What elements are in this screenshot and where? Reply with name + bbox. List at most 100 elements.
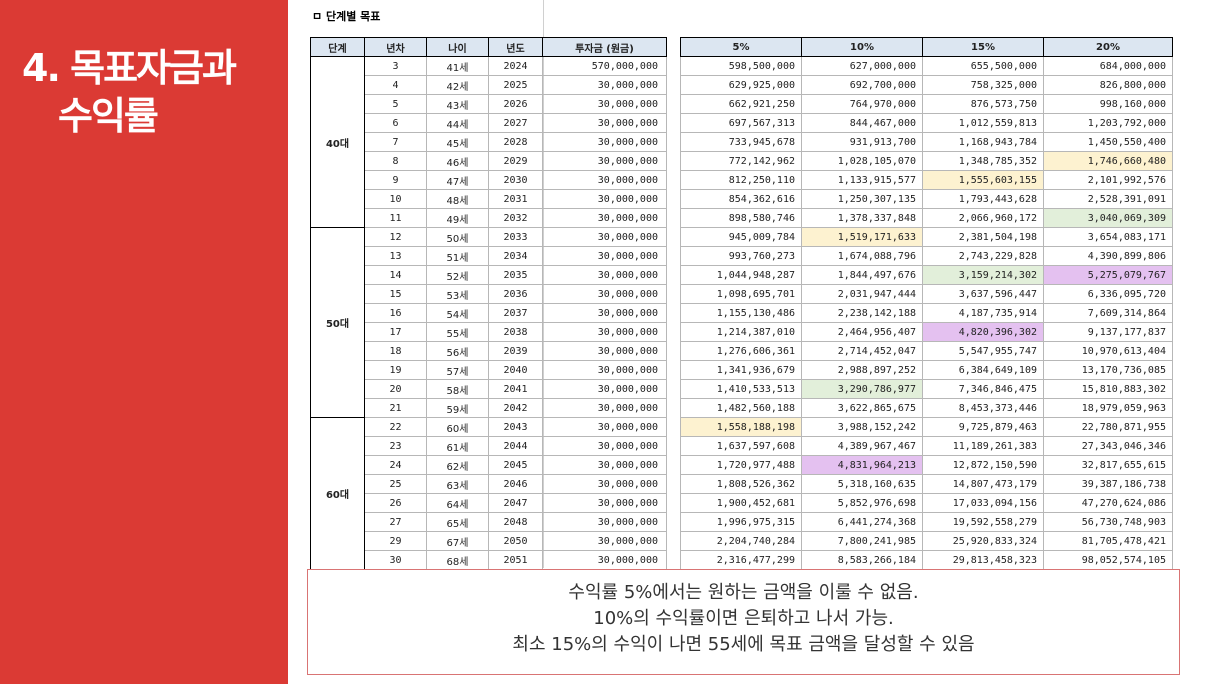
value-cell-r20: 9,137,177,837 (1043, 322, 1173, 342)
year-no-cell: 14 (364, 265, 427, 285)
value-cell-r5: 697,567,313 (680, 113, 802, 133)
stage-cell: 40대 (310, 56, 365, 228)
table-header-row: 5% 10% 15% 20% (680, 37, 1173, 57)
table-row: 1,996,975,315 6,441,274,368 19,592,558,279… (680, 512, 1173, 532)
value-cell-r15: 2,743,229,828 (922, 246, 1044, 266)
invest-cell: 30,000,000 (542, 360, 667, 380)
value-cell-r5: 1,214,387,010 (680, 322, 802, 342)
year-no-cell: 3 (364, 56, 427, 76)
table-row: 40대 3 41세 2024 570,000,000 (310, 56, 667, 228)
invest-cell: 30,000,000 (542, 531, 667, 551)
value-cell-r10: 3,290,786,977 (801, 379, 923, 399)
value-cell-r5: 662,921,250 (680, 94, 802, 114)
value-cell-r15: 29,813,458,323 (922, 550, 1044, 570)
year-cell: 2044 (488, 436, 543, 456)
year-no-cell: 18 (364, 341, 427, 361)
table-row: 21 59세 2042 30,000,000 (311, 398, 667, 418)
table-row: 1,044,948,287 1,844,497,676 3,159,214,302 5… (680, 265, 1173, 285)
value-cell-r5: 1,044,948,287 (680, 265, 802, 285)
year-cell: 2024 (488, 56, 543, 76)
year-cell: 2037 (488, 303, 543, 323)
age-cell: 50세 (426, 227, 489, 247)
value-cell-r10: 2,714,452,047 (801, 341, 923, 361)
value-cell-r10: 931,913,700 (801, 132, 923, 152)
value-cell-r5: 2,316,477,299 (680, 550, 802, 570)
invest-cell: 30,000,000 (542, 170, 667, 190)
age-cell: 63세 (426, 474, 489, 494)
table-row: 16 54세 2037 30,000,000 (311, 303, 667, 323)
age-cell: 59세 (426, 398, 489, 418)
year-no-cell: 24 (364, 455, 427, 475)
table-row: 898,580,746 1,378,337,848 2,066,960,172 3,0… (680, 208, 1173, 228)
value-cell-r5: 1,410,533,513 (680, 379, 802, 399)
table-row: 11 49세 2032 30,000,000 (311, 208, 667, 228)
table-row: 23 61세 2044 30,000,000 (311, 436, 667, 456)
year-cell: 2046 (488, 474, 543, 494)
value-cell-r10: 1,250,307,135 (801, 189, 923, 209)
value-cell-r15: 17,033,094,156 (922, 493, 1044, 513)
value-cell-r20: 10,970,613,404 (1043, 341, 1173, 361)
table-row: 1,276,606,361 2,714,452,047 5,547,955,747 1… (680, 341, 1173, 361)
table-row: 8 46세 2029 30,000,000 (311, 151, 667, 171)
value-cell-r10: 2,988,897,252 (801, 360, 923, 380)
year-cell: 2051 (488, 550, 543, 570)
invest-cell: 30,000,000 (542, 303, 667, 323)
value-cell-r20: 1,450,550,400 (1043, 132, 1173, 152)
table-row: 812,250,110 1,133,915,577 1,555,603,155 2,1… (680, 170, 1173, 190)
table-row: 1,558,188,198 3,988,152,242 9,725,879,463 2… (680, 417, 1173, 437)
table-row: 1,155,130,486 2,238,142,188 4,187,735,914 7… (680, 303, 1173, 323)
value-cell-r10: 7,800,241,985 (801, 531, 923, 551)
value-cell-r15: 1,555,603,155 (922, 170, 1044, 190)
table-row: 1,808,526,362 5,318,160,635 14,807,473,179… (680, 474, 1173, 494)
summary-line3: 최소 15%의 수익이 나면 55세에 목표 금액을 달성할 수 있음 (512, 634, 975, 655)
year-cell: 2043 (488, 417, 543, 437)
year-no-cell: 27 (364, 512, 427, 532)
slide-title-line2: 수익률 (58, 94, 159, 138)
value-cell-r10: 5,852,976,698 (801, 493, 923, 513)
value-cell-r20: 1,203,792,000 (1043, 113, 1173, 133)
table-row: 1,098,695,701 2,031,947,444 3,637,596,447 6… (680, 284, 1173, 304)
title-sidebar: 4. 목표자금과 수익률 (0, 0, 288, 684)
year-no-cell: 16 (364, 303, 427, 323)
value-cell-r20: 1,746,660,480 (1043, 151, 1173, 171)
stage-cell: 50대 (310, 227, 365, 418)
value-cell-r15: 14,807,473,179 (922, 474, 1044, 494)
year-no-cell: 17 (364, 322, 427, 342)
value-cell-r15: 876,573,750 (922, 94, 1044, 114)
value-cell-r15: 758,325,000 (922, 75, 1044, 95)
value-cell-r15: 1,793,443,628 (922, 189, 1044, 209)
table-row: 18 56세 2039 30,000,000 (311, 341, 667, 361)
value-cell-r15: 11,189,261,383 (922, 436, 1044, 456)
year-cell: 2032 (488, 208, 543, 228)
returns-table: 5% 10% 15% 20% 598,500,000 627,000,000 655… (680, 37, 1173, 570)
year-cell: 2048 (488, 512, 543, 532)
age-cell: 67세 (426, 531, 489, 551)
age-cell: 42세 (426, 75, 489, 95)
value-cell-r20: 22,780,871,955 (1043, 417, 1173, 437)
value-cell-r5: 1,482,560,188 (680, 398, 802, 418)
value-cell-r20: 81,705,478,421 (1043, 531, 1173, 551)
invest-cell: 30,000,000 (542, 208, 667, 228)
table-row: 24 62세 2045 30,000,000 (311, 455, 667, 475)
year-no-cell: 30 (364, 550, 427, 570)
table-row: 60대 22 60세 2043 30,000,000 (310, 417, 667, 570)
value-cell-r15: 3,159,214,302 (922, 265, 1044, 285)
value-cell-r15: 19,592,558,279 (922, 512, 1044, 532)
slide-title: 4. 목표자금과 수익률 (22, 44, 237, 140)
value-cell-r5: 1,558,188,198 (680, 417, 802, 437)
value-cell-r10: 3,622,865,675 (801, 398, 923, 418)
value-cell-r20: 684,000,000 (1043, 56, 1173, 76)
year-no-cell: 7 (364, 132, 427, 152)
table-row: 19 57세 2040 30,000,000 (311, 360, 667, 380)
year-cell: 2033 (488, 227, 543, 247)
value-cell-r5: 733,945,678 (680, 132, 802, 152)
value-cell-r10: 6,441,274,368 (801, 512, 923, 532)
age-cell: 56세 (426, 341, 489, 361)
table-row: 1,720,977,488 4,831,964,213 12,872,150,590… (680, 455, 1173, 475)
value-cell-r15: 9,725,879,463 (922, 417, 1044, 437)
table-row: 30 68세 2051 30,000,000 (311, 550, 667, 570)
age-cell: 52세 (426, 265, 489, 285)
table-row: 854,362,616 1,250,307,135 1,793,443,628 2,5… (680, 189, 1173, 209)
value-cell-r5: 598,500,000 (680, 56, 802, 76)
year-cell: 2045 (488, 455, 543, 475)
